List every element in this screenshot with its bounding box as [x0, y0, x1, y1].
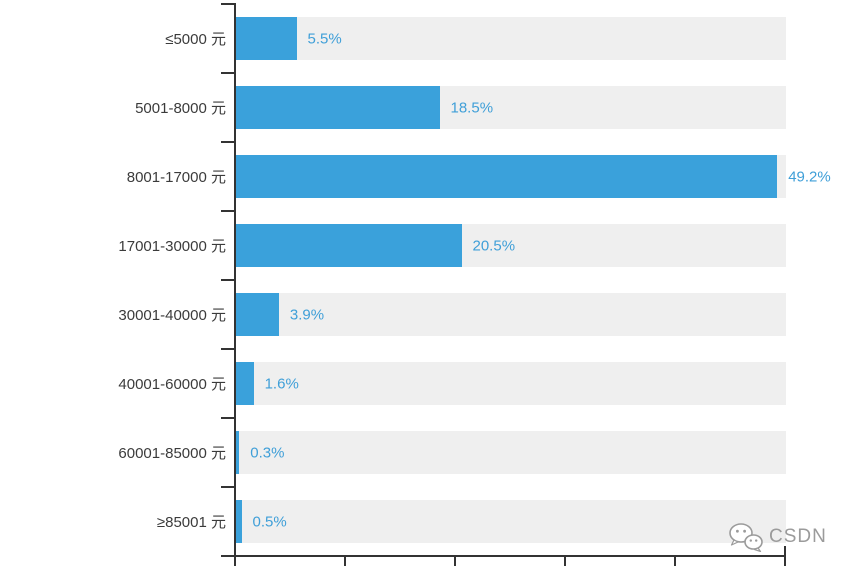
- bar: [236, 155, 778, 198]
- value-label: 0.3%: [250, 444, 285, 461]
- y-axis-tick: [221, 141, 234, 143]
- x-axis-line: [234, 555, 786, 557]
- category-row: 5001-8000 元 18.5%: [0, 73, 850, 142]
- y-axis-tick: [221, 555, 234, 557]
- bar-track: 18.5%: [236, 86, 786, 129]
- bar: [236, 431, 240, 474]
- category-label: 30001-40000 元: [118, 307, 226, 324]
- x-axis-tick: [454, 557, 456, 566]
- bar: [236, 17, 297, 60]
- category-row: ≤5000 元 5.5%: [0, 4, 850, 73]
- category-row: 60001-85000 元 0.3%: [0, 418, 850, 487]
- category-row: 30001-40000 元 3.9%: [0, 280, 850, 349]
- x-axis-tick: [674, 557, 676, 566]
- value-label: 3.9%: [289, 306, 325, 323]
- x-axis-end-tick: [784, 546, 786, 556]
- category-label: 8001-17000 元: [126, 169, 226, 186]
- bar-track: 20.5%: [236, 224, 786, 267]
- bar: [236, 293, 279, 336]
- bar: [236, 224, 462, 267]
- y-axis-tick: [221, 348, 234, 350]
- category-row: 40001-60000 元 1.6%: [0, 349, 850, 418]
- value-label: 5.5%: [307, 30, 342, 47]
- y-axis-tick: [221, 279, 234, 281]
- category-row: 17001-30000 元 20.5%: [0, 211, 850, 280]
- category-row: 8001-17000 元 49.2%: [0, 142, 850, 211]
- value-label: 18.5%: [450, 99, 494, 116]
- category-label: ≥85001 元: [156, 514, 226, 531]
- bar-track: 1.6%: [236, 362, 786, 405]
- csdn-watermark-text: CSDN: [769, 526, 827, 547]
- plot-rows: ≤5000 元 5.5% 5001-8000 元 18.5% 8001-17000 元 4…: [0, 4, 850, 556]
- csdn-watermark: CSDN: [728, 522, 827, 552]
- x-axis-tick: [344, 557, 346, 566]
- bar-track: 0.3%: [236, 431, 786, 474]
- category-label: 40001-60000 元: [118, 376, 226, 393]
- x-axis-tick: [784, 557, 786, 566]
- category-label: 60001-85000 元: [118, 445, 226, 462]
- value-label: 1.6%: [264, 375, 299, 392]
- bar: [236, 500, 242, 543]
- value-label: 0.5%: [252, 513, 287, 530]
- y-axis-tick: [221, 3, 234, 5]
- wechat-icon: [729, 523, 763, 552]
- bar-track: 49.2%: [236, 155, 831, 198]
- category-row: ≥85001 元 0.5%: [0, 487, 850, 556]
- value-label: 20.5%: [472, 237, 516, 254]
- y-axis-tick: [221, 486, 234, 488]
- value-label: 49.2%: [788, 168, 831, 185]
- x-axis-tick: [234, 557, 236, 566]
- category-label: 5001-8000 元: [135, 100, 226, 117]
- bar-track: 5.5%: [236, 17, 786, 60]
- bar-track: 3.9%: [236, 293, 786, 336]
- y-axis-tick: [221, 210, 234, 212]
- y-axis-tick: [221, 72, 234, 74]
- bar-track: 0.5%: [236, 500, 786, 543]
- y-axis-tick: [221, 417, 234, 419]
- category-label: 17001-30000 元: [118, 238, 226, 255]
- y-axis-line: [234, 3, 236, 557]
- bar: [236, 86, 440, 129]
- bar: [236, 362, 254, 405]
- category-label: ≤5000 元: [165, 31, 226, 48]
- x-axis-tick: [564, 557, 566, 566]
